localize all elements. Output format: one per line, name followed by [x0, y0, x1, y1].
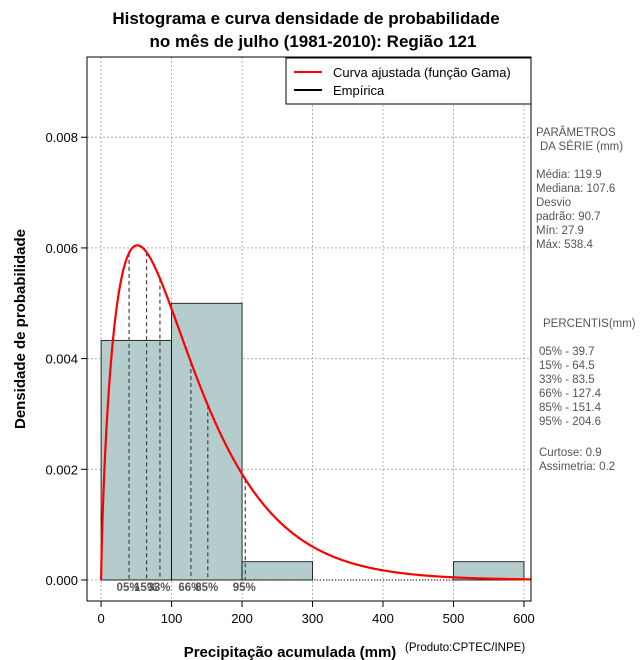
x-tick-label-4: 400 — [372, 611, 394, 626]
params-heading-1: PARÂMETROS — [536, 126, 616, 139]
percentile-label-2: 33% — [147, 582, 170, 594]
stat-mediana: Mediana: 107.6 — [536, 183, 615, 195]
histogram-bar-2 — [241, 561, 313, 581]
x-tick-label-6: 600 — [513, 611, 535, 626]
stat-min: Mín: 27.9 — [536, 225, 584, 237]
percentile-label-5: 95% — [233, 582, 256, 594]
percentile-label-4: 85% — [195, 582, 218, 594]
y-tick-label-0: 0.000 — [45, 573, 78, 588]
y-axis: 0.000 0.002 0.004 0.006 0.008 — [45, 130, 87, 588]
y-tick-label-2: 0.004 — [45, 352, 78, 367]
x-tick-label-5: 500 — [443, 611, 465, 626]
percentil-66: 66% - 127.4 — [539, 388, 602, 400]
chart-title-line2: no mês de julho (1981-2010): Região 121 — [150, 32, 477, 51]
x-axis: 0 100 200 300 400 500 600 — [97, 600, 535, 626]
credit-text: (Produto:CPTEC/INPE) — [405, 642, 525, 654]
histogram-bar-0 — [100, 339, 172, 581]
x-axis-label: Precipitação acumulada (mm) — [184, 644, 397, 660]
stat-desvio-2: padrão: 90.7 — [536, 211, 601, 223]
fitted-curve — [100, 244, 532, 581]
percentile-lines — [128, 252, 246, 580]
x-tick-label-1: 100 — [161, 611, 183, 626]
percentil-15: 15% - 64.5 — [539, 360, 595, 372]
y-tick-label-3: 0.006 — [45, 241, 78, 256]
fitted-curve-line — [100, 244, 532, 581]
percentil-05: 05% - 39.7 — [539, 346, 595, 358]
y-axis-label: Densidade de probabilidade — [12, 229, 29, 429]
histogram-bar-1 — [171, 302, 243, 581]
legend-box — [285, 57, 532, 105]
legend: Curva ajustada (função Gama) Empírica — [285, 57, 532, 105]
percentil-33: 33% - 83.5 — [539, 374, 595, 386]
percentile-label-0: 05% — [117, 582, 140, 594]
histogram-bar-5 — [453, 561, 525, 581]
stat-media: Média: 119.9 — [536, 169, 602, 181]
percentil-95: 95% - 204.6 — [539, 416, 601, 428]
x-tick-label-0: 0 — [97, 611, 104, 626]
percentis-heading: PERCENTIS(mm) — [543, 318, 636, 330]
side-panel: PARÂMETROS DA SÉRIE (mm) Média: 119.9 Me… — [536, 126, 636, 473]
x-tick-label-2: 200 — [231, 611, 253, 626]
stat-desvio-1: Desvio — [536, 197, 571, 209]
stat-curtose: Curtose: 0.9 — [539, 447, 602, 459]
chart-title-line1: Histograma e curva densidade de probabil… — [112, 9, 499, 28]
params-heading-2: DA SÉRIE (mm) — [540, 140, 623, 153]
y-tick-label-1: 0.002 — [45, 462, 78, 477]
x-tick-label-3: 300 — [302, 611, 324, 626]
percentile-label-3: 66% — [178, 582, 201, 594]
percentil-85: 85% - 151.4 — [539, 402, 602, 414]
legend-label-fitted: Curva ajustada (função Gama) — [333, 65, 511, 80]
y-tick-label-4: 0.008 — [45, 130, 78, 145]
percentile-label-1: 15% — [134, 582, 157, 594]
percentile-labels: 05%15%33% 66%85% 95% — [117, 582, 256, 594]
legend-label-empirical: Empírica — [333, 83, 385, 98]
stat-max: Máx: 538.4 — [536, 239, 593, 251]
stat-assimetria: Assimetria: 0.2 — [539, 461, 615, 473]
